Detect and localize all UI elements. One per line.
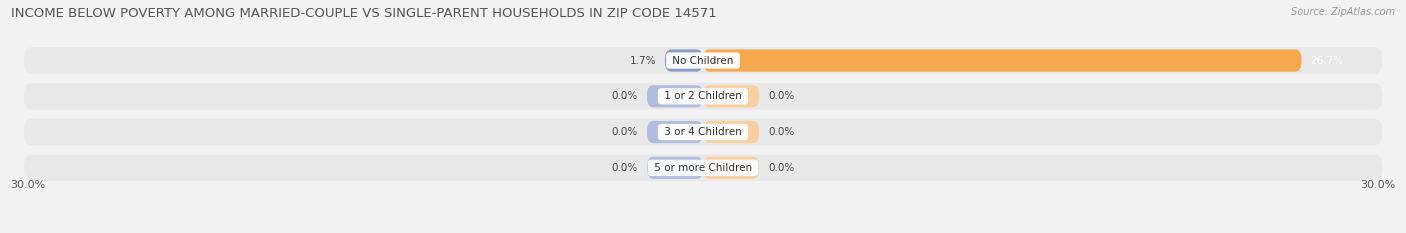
Text: 0.0%: 0.0%	[612, 91, 638, 101]
Text: 0.0%: 0.0%	[768, 127, 794, 137]
Text: 30.0%: 30.0%	[10, 180, 45, 190]
FancyBboxPatch shape	[24, 83, 1382, 110]
Text: 0.0%: 0.0%	[768, 163, 794, 173]
FancyBboxPatch shape	[24, 119, 1382, 145]
Text: 0.0%: 0.0%	[768, 91, 794, 101]
Text: 1.7%: 1.7%	[630, 55, 657, 65]
FancyBboxPatch shape	[24, 154, 1382, 181]
Text: 3 or 4 Children: 3 or 4 Children	[661, 127, 745, 137]
Text: 5 or more Children: 5 or more Children	[651, 163, 755, 173]
FancyBboxPatch shape	[703, 157, 759, 179]
FancyBboxPatch shape	[703, 85, 759, 107]
Text: Source: ZipAtlas.com: Source: ZipAtlas.com	[1291, 7, 1395, 17]
Text: 0.0%: 0.0%	[612, 163, 638, 173]
FancyBboxPatch shape	[665, 49, 703, 72]
FancyBboxPatch shape	[647, 157, 703, 179]
Text: 26.7%: 26.7%	[1310, 55, 1344, 65]
FancyBboxPatch shape	[703, 121, 759, 143]
Text: 0.0%: 0.0%	[612, 127, 638, 137]
FancyBboxPatch shape	[703, 49, 1302, 72]
FancyBboxPatch shape	[24, 47, 1382, 74]
Text: No Children: No Children	[669, 55, 737, 65]
Text: 1 or 2 Children: 1 or 2 Children	[661, 91, 745, 101]
FancyBboxPatch shape	[647, 85, 703, 107]
FancyBboxPatch shape	[647, 121, 703, 143]
Text: INCOME BELOW POVERTY AMONG MARRIED-COUPLE VS SINGLE-PARENT HOUSEHOLDS IN ZIP COD: INCOME BELOW POVERTY AMONG MARRIED-COUPL…	[11, 7, 717, 20]
Text: 30.0%: 30.0%	[1361, 180, 1396, 190]
